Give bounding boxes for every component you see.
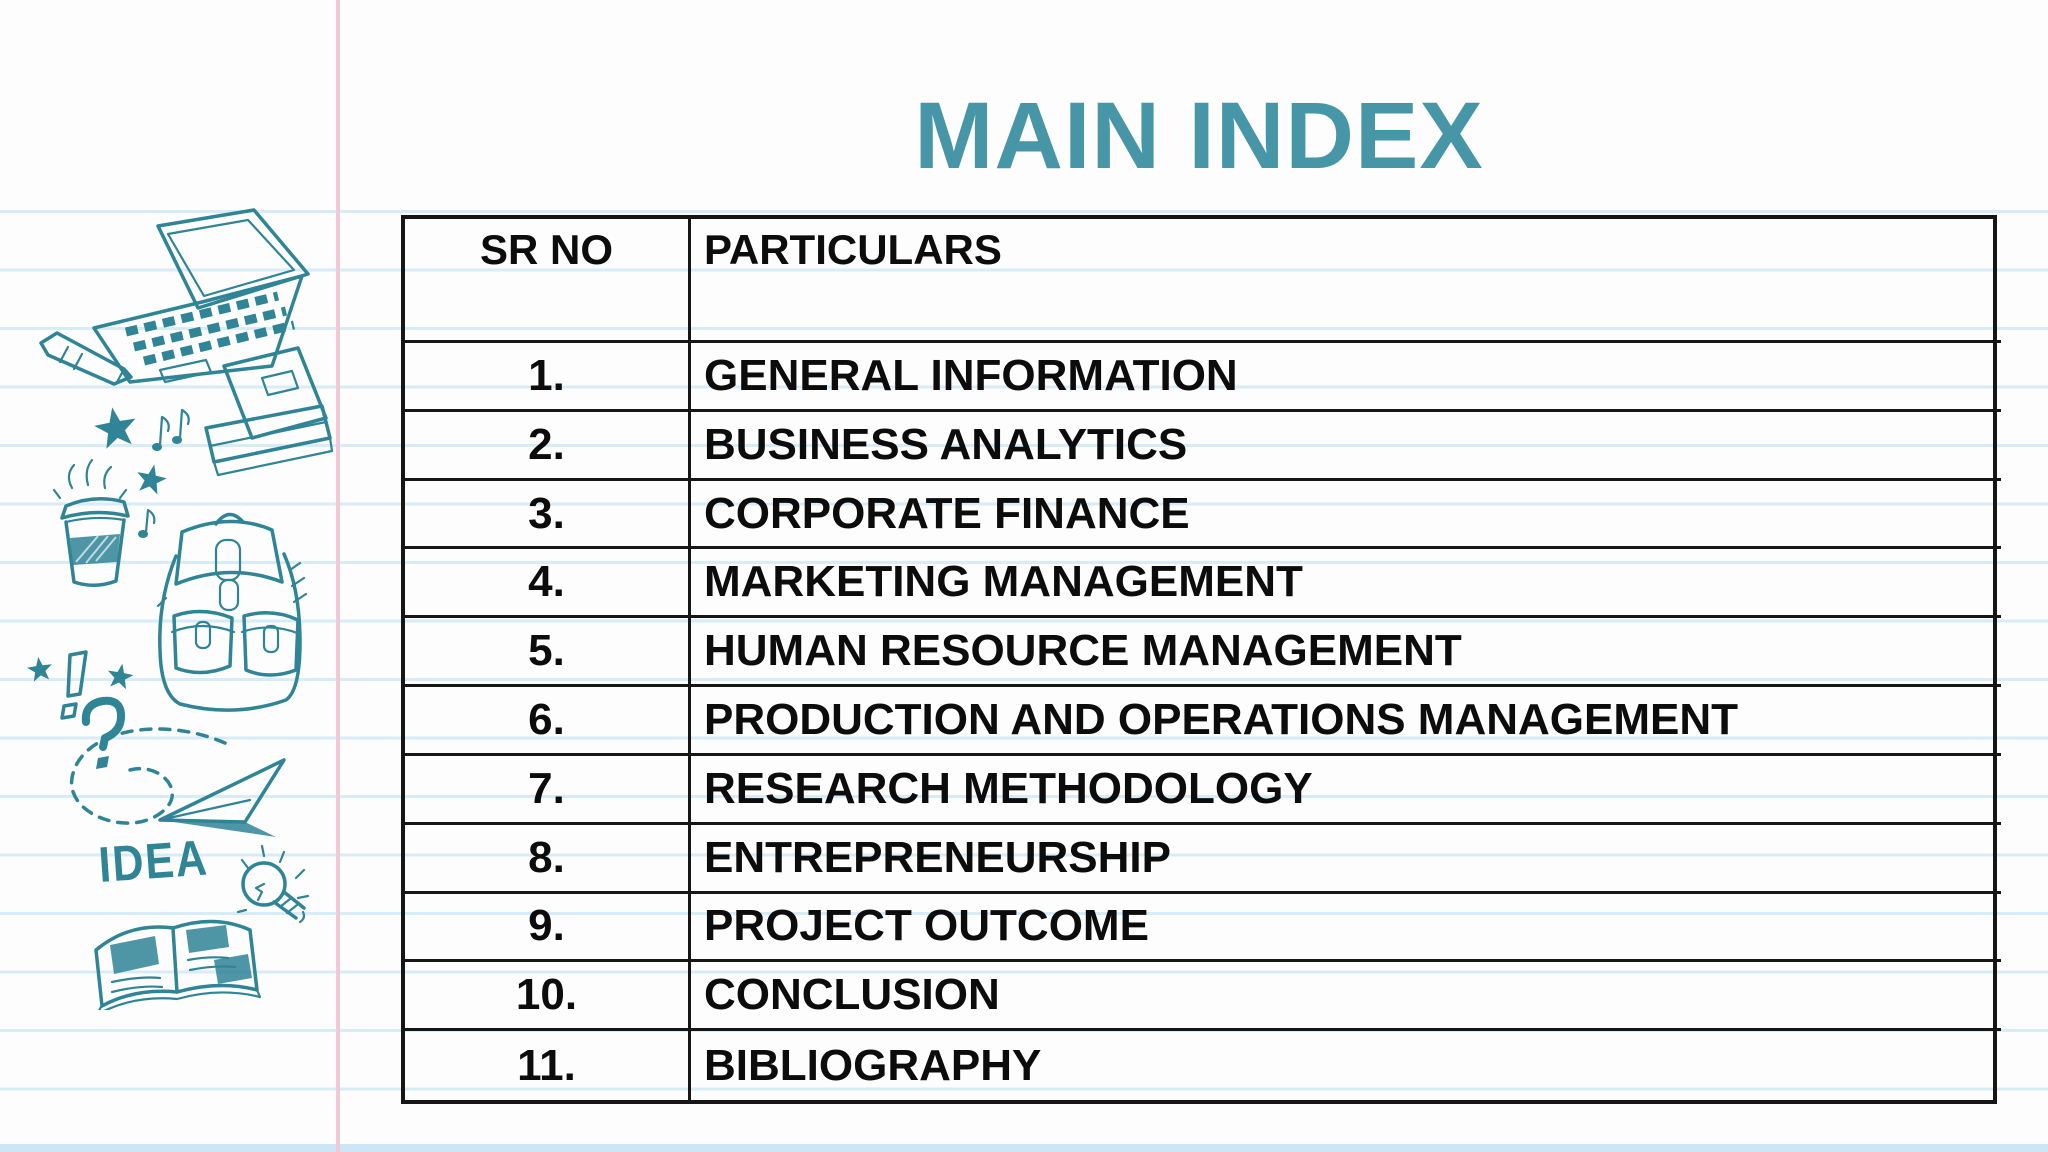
particular-cell: BIBLIOGRAPHY — [704, 1040, 1042, 1090]
sr-no-cell: 6. — [405, 687, 691, 756]
laptop-icon — [92, 208, 310, 384]
idea-text: IDEA — [97, 829, 210, 892]
ruled-lines — [0, 210, 2048, 1152]
particular-cell: HUMAN RESOURCE MANAGEMENT — [691, 618, 2001, 688]
sr-no-cell: 11. — [405, 1031, 691, 1100]
col-header-sr-no: SR NO — [405, 219, 691, 343]
coffee-cup-icon — [52, 458, 130, 587]
sr-no-cell: 7. — [405, 755, 691, 825]
sr-no-cell: 2. — [405, 411, 691, 481]
particular-cell: ENTREPRENEURSHIP — [691, 825, 2001, 894]
sr-no-cell: 9. — [405, 893, 691, 963]
particular-cell: CONCLUSION — [691, 962, 2001, 1032]
notebook-doodles: IDEA — [25, 208, 334, 1010]
exclamation-icon — [60, 650, 88, 720]
particular-cell: MARKETING MANAGEMENT — [691, 549, 2001, 619]
sr-no-cell: 8. — [405, 824, 691, 894]
bottom-edge-line — [0, 1144, 2048, 1152]
music-notes-icon — [138, 408, 190, 538]
sr-no-cell: 5. — [405, 618, 691, 688]
sr-no-cell: 10. — [405, 962, 691, 1032]
sr-no-cell: 3. — [405, 480, 691, 550]
question-mark-icon — [81, 696, 126, 769]
page-title: MAIN INDEX — [914, 83, 1484, 189]
backpack-icon — [156, 512, 308, 712]
lightbulb-icon — [236, 844, 310, 924]
sr-no-cell: 1. — [405, 343, 691, 412]
particular-cell: PRODUCTION AND OPERATIONS MANAGEMENT — [691, 687, 2001, 756]
particular-cell: RESEARCH METHODOLOGY — [691, 756, 2001, 825]
idea-label: IDEA — [97, 829, 210, 892]
index-table: SR NO PARTICULARS 1. GENERAL INFORMATION… — [401, 215, 2001, 1104]
notebook-stack-icon — [204, 346, 334, 477]
paper-plane-icon — [70, 727, 286, 837]
particular-cell: GENERAL INFORMATION — [691, 343, 2001, 412]
sr-no-cell: 4. — [405, 549, 691, 619]
open-book-icon — [94, 919, 262, 1010]
margin-line — [336, 0, 340, 1152]
particular-cell: PROJECT OUTCOME — [691, 894, 2001, 963]
particular-cell: BUSINESS ANALYTICS — [691, 412, 2001, 481]
pen-icon — [39, 331, 133, 386]
col-header-particulars: PARTICULARS — [691, 219, 2001, 343]
particular-cell: CORPORATE FINANCE — [691, 481, 2001, 550]
